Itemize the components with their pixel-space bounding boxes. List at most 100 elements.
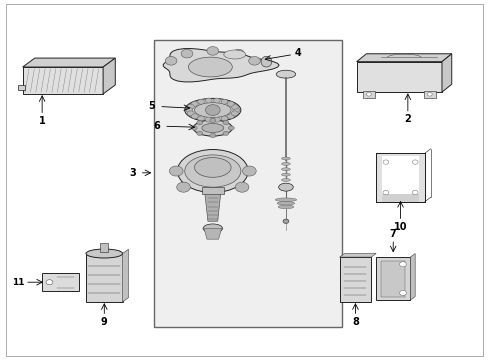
Ellipse shape <box>281 162 290 165</box>
Circle shape <box>248 57 260 65</box>
Circle shape <box>196 131 202 135</box>
Polygon shape <box>22 58 115 67</box>
Circle shape <box>382 190 388 195</box>
Ellipse shape <box>184 98 241 122</box>
Ellipse shape <box>281 179 290 181</box>
Bar <box>18 85 25 90</box>
Circle shape <box>242 166 256 176</box>
Ellipse shape <box>203 224 222 233</box>
Circle shape <box>228 126 234 130</box>
Circle shape <box>46 280 53 285</box>
Circle shape <box>221 116 227 121</box>
Ellipse shape <box>188 57 232 77</box>
Circle shape <box>206 46 218 55</box>
Circle shape <box>223 131 228 135</box>
Polygon shape <box>203 228 221 239</box>
Bar <box>202 187 223 194</box>
Circle shape <box>205 117 212 122</box>
Circle shape <box>209 134 215 138</box>
Circle shape <box>187 111 194 116</box>
Text: 1: 1 <box>39 116 45 126</box>
Ellipse shape <box>202 123 224 132</box>
Ellipse shape <box>184 155 241 187</box>
Text: 7: 7 <box>389 229 396 239</box>
Bar <box>362 91 374 98</box>
Circle shape <box>209 118 215 123</box>
Ellipse shape <box>193 120 232 136</box>
Bar <box>356 62 441 92</box>
Circle shape <box>197 99 204 104</box>
Ellipse shape <box>177 149 247 193</box>
Circle shape <box>187 104 194 109</box>
Ellipse shape <box>194 103 231 118</box>
Circle shape <box>227 101 234 106</box>
Circle shape <box>205 105 220 116</box>
Bar <box>381 194 418 202</box>
Ellipse shape <box>194 158 231 177</box>
Text: 11: 11 <box>13 278 25 287</box>
Polygon shape <box>122 249 128 302</box>
Ellipse shape <box>278 205 293 209</box>
Circle shape <box>213 117 220 122</box>
Ellipse shape <box>224 50 245 59</box>
Polygon shape <box>204 194 220 221</box>
Circle shape <box>185 108 192 113</box>
Circle shape <box>169 166 183 176</box>
Ellipse shape <box>261 56 271 67</box>
Polygon shape <box>163 49 279 82</box>
Circle shape <box>181 49 192 58</box>
Text: 6: 6 <box>153 121 160 131</box>
Circle shape <box>197 116 204 121</box>
Circle shape <box>231 111 238 116</box>
Polygon shape <box>441 54 451 92</box>
Text: 10: 10 <box>393 222 407 231</box>
Ellipse shape <box>276 70 295 78</box>
Circle shape <box>399 262 406 267</box>
Circle shape <box>205 98 212 103</box>
Circle shape <box>221 99 227 104</box>
Circle shape <box>227 114 234 119</box>
Bar <box>423 91 435 98</box>
Bar <box>86 253 122 302</box>
Circle shape <box>176 182 190 192</box>
Text: 8: 8 <box>351 317 358 327</box>
Circle shape <box>196 121 202 125</box>
Bar <box>22 67 103 94</box>
Text: 4: 4 <box>294 48 301 58</box>
Text: 9: 9 <box>101 317 107 327</box>
Ellipse shape <box>86 249 122 258</box>
Ellipse shape <box>281 168 290 171</box>
Bar <box>381 156 418 197</box>
Text: 5: 5 <box>148 101 155 111</box>
Polygon shape <box>103 58 115 94</box>
Bar <box>375 153 424 202</box>
Circle shape <box>213 98 220 103</box>
Circle shape <box>191 126 197 130</box>
Text: 2: 2 <box>404 114 410 124</box>
Bar <box>380 261 405 297</box>
Ellipse shape <box>283 219 288 224</box>
Ellipse shape <box>281 173 290 176</box>
Polygon shape <box>339 253 375 257</box>
Ellipse shape <box>281 157 290 160</box>
Circle shape <box>382 160 388 164</box>
Text: 3: 3 <box>129 168 136 178</box>
Polygon shape <box>409 253 414 300</box>
Circle shape <box>399 291 406 296</box>
Ellipse shape <box>278 183 293 191</box>
Circle shape <box>165 57 177 65</box>
Circle shape <box>191 101 198 106</box>
Circle shape <box>235 182 248 192</box>
Bar <box>154 40 341 327</box>
Circle shape <box>231 104 238 109</box>
Circle shape <box>232 49 244 58</box>
Bar <box>339 257 370 302</box>
Circle shape <box>427 93 431 96</box>
Bar <box>42 273 79 291</box>
Circle shape <box>191 114 198 119</box>
Ellipse shape <box>277 202 294 205</box>
Ellipse shape <box>275 198 296 202</box>
Bar <box>375 257 409 300</box>
Circle shape <box>411 160 417 164</box>
Bar <box>100 243 108 252</box>
